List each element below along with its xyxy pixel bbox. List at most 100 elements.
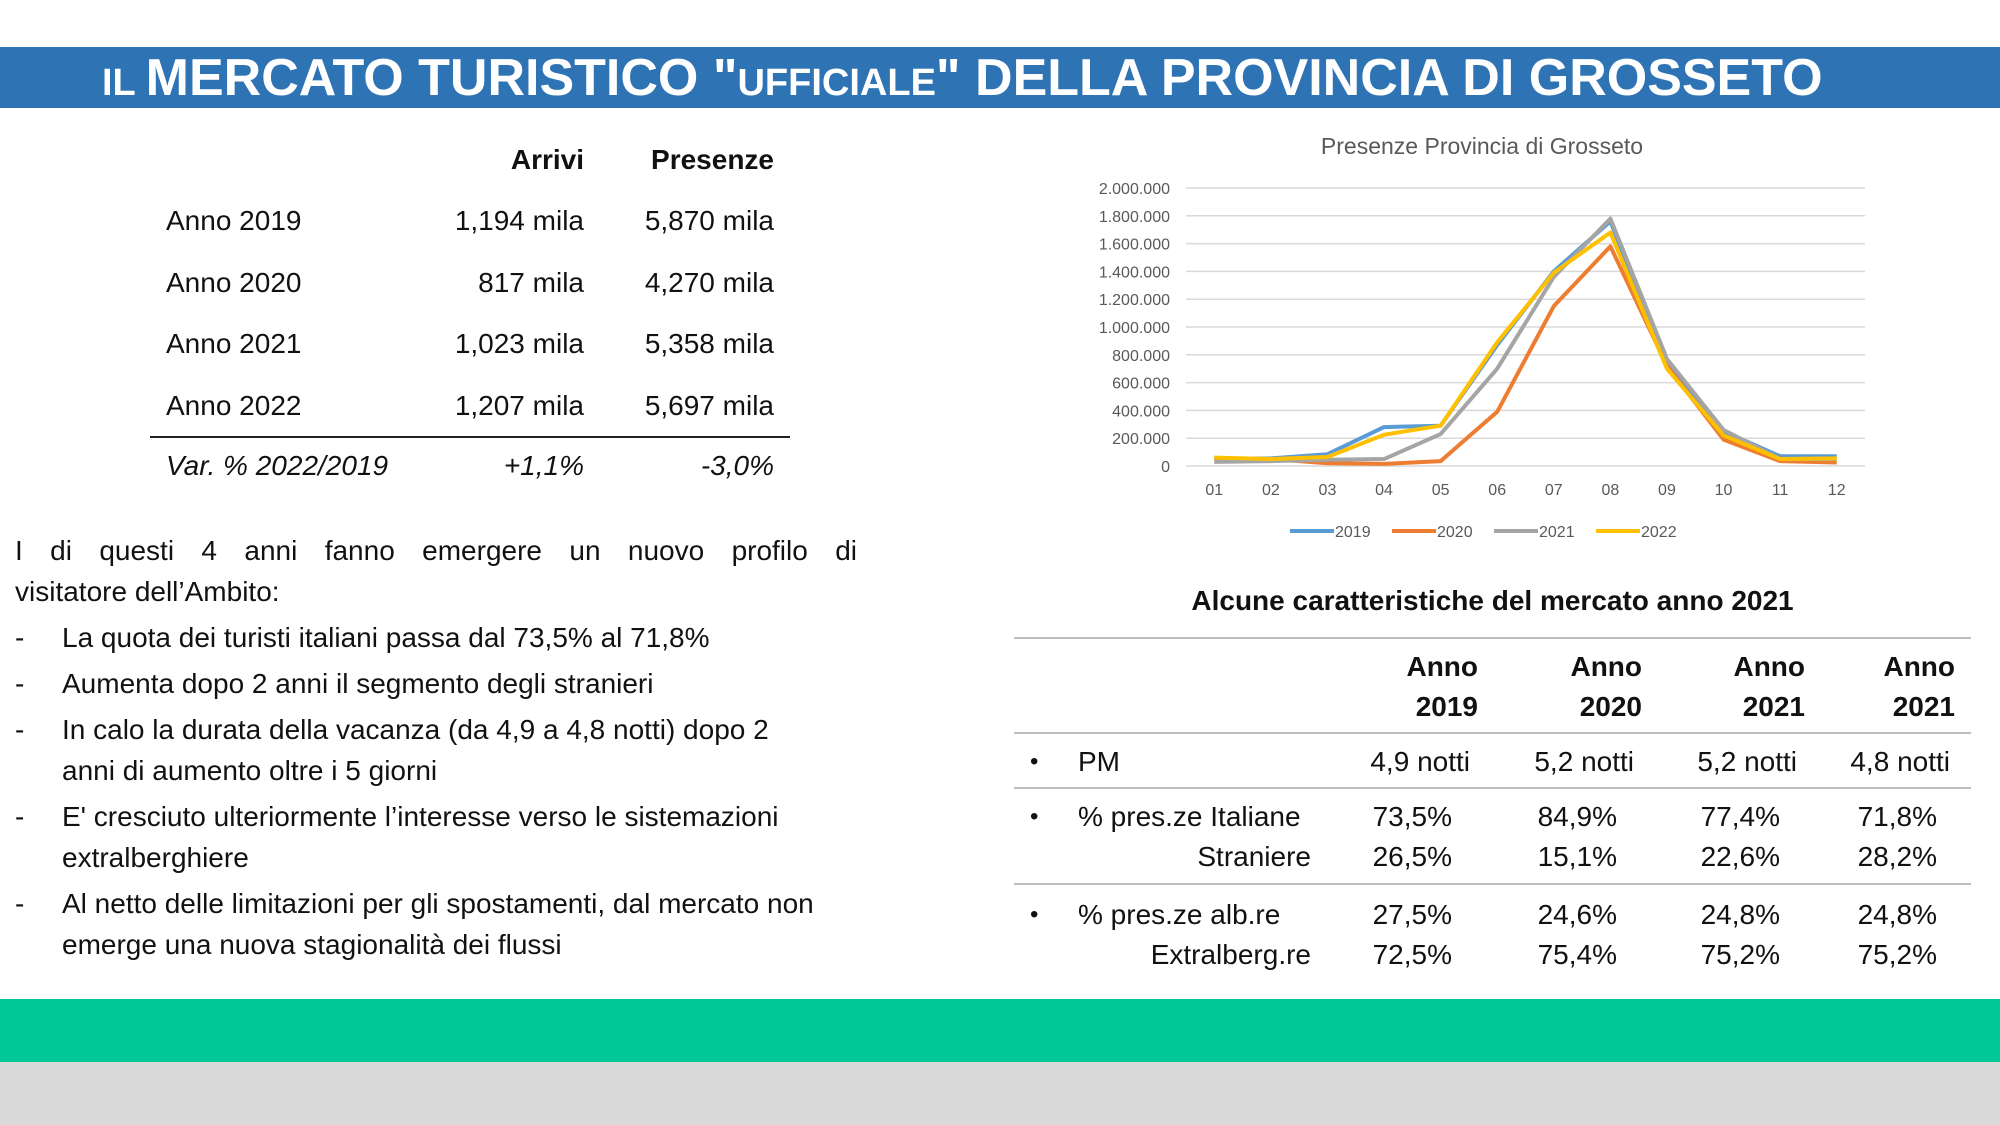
bullet: •	[1030, 748, 1039, 775]
column-header: Anno	[1883, 651, 1955, 682]
row-arrivi: 817 mila	[478, 267, 584, 298]
x-tick-label: 07	[1545, 482, 1563, 499]
bullet-text: In calo la durata della vacanza (da 4,9 …	[62, 714, 769, 786]
x-tick-label: 08	[1601, 482, 1619, 499]
row-value: 5,2 notti	[1534, 746, 1634, 777]
legend-label: 2021	[1539, 524, 1575, 541]
column-header: Anno	[1406, 651, 1478, 682]
y-tick-label: 2.000.000	[1099, 181, 1170, 198]
row-value: 15,1%	[1537, 841, 1617, 872]
row-arrivi: 1,194 mila	[454, 205, 584, 236]
dash: -	[15, 668, 25, 699]
variation-label: Var. % 2022/2019	[166, 450, 389, 481]
column-header: 2021	[1742, 691, 1805, 722]
y-tick-label: 1.800.000	[1099, 209, 1170, 226]
bullet-list: - La quota dei turisti italiani passa dal…	[15, 617, 857, 965]
divider	[150, 436, 790, 438]
x-tick-label: 12	[1828, 482, 1846, 499]
row-value: 28,2%	[1857, 841, 1937, 872]
legend-label: 2019	[1335, 524, 1371, 541]
title-pre: IL	[102, 62, 146, 104]
list-item: - La quota dei turisti italiani passa dal…	[15, 617, 857, 658]
row-arrivi: 1,023 mila	[454, 328, 584, 359]
row-value: 77,4%	[1700, 801, 1780, 832]
bullet-text: Aumenta dopo 2 anni il segmento degli st…	[62, 668, 654, 699]
row-presenze: 5,358 mila	[644, 328, 774, 359]
dash: -	[15, 801, 25, 832]
title-post: " DELLA PROVINCIA DI GROSSETO	[935, 49, 1823, 107]
row-label: Anno 2022	[166, 390, 302, 421]
row-label: PM	[1078, 746, 1120, 777]
row-value: 75,2%	[1700, 939, 1780, 970]
row-value: 75,2%	[1857, 939, 1937, 970]
column-header: 2021	[1892, 691, 1955, 722]
list-item: - In calo la durata della vacanza (da 4,9…	[15, 709, 857, 791]
presenze-line-chart: Presenze Provincia di Grosseto 0 200.000 4…	[1099, 133, 1865, 541]
column-header: Anno	[1570, 651, 1642, 682]
x-tick-label: 02	[1262, 482, 1280, 499]
footer-band	[0, 999, 2000, 1062]
y-tick-label: 600.000	[1112, 376, 1170, 393]
chart-title: Presenze Provincia di Grosseto	[1321, 133, 1643, 159]
x-tick-label: 01	[1205, 482, 1223, 499]
row-value: 5,2 notti	[1697, 746, 1797, 777]
header-presenze: Presenze	[651, 144, 774, 175]
list-item: - Al netto delle limitazioni per gli spos…	[15, 883, 857, 965]
y-tick-label: 800.000	[1112, 348, 1170, 365]
x-tick-label: 09	[1658, 482, 1676, 499]
variation-presenze: -3,0%	[700, 450, 774, 481]
row-presenze: 5,870 mila	[644, 205, 774, 236]
x-tick-label: 06	[1488, 482, 1506, 499]
row-value: 84,9%	[1537, 801, 1617, 832]
divider	[1014, 787, 1971, 789]
row-value: 24,6%	[1537, 899, 1617, 930]
y-tick-label: 1.200.000	[1099, 292, 1170, 309]
bullet: •	[1030, 803, 1039, 830]
y-tick-label: 1.600.000	[1099, 237, 1170, 254]
x-tick-label: 10	[1715, 482, 1733, 499]
row-presenze: 4,270 mila	[644, 267, 774, 298]
header-arrivi: Arrivi	[510, 144, 584, 175]
x-tick-label: 03	[1319, 482, 1337, 499]
row-value: 27,5%	[1372, 899, 1452, 930]
x-tick-label: 05	[1432, 482, 1450, 499]
y-tick-label: 0	[1161, 459, 1170, 476]
title-mid: UFFICIALE	[737, 62, 936, 104]
bullet-text: La quota dei turisti italiani passa dal …	[62, 622, 710, 653]
row-value: 73,5%	[1372, 801, 1452, 832]
row-value: 4,9 notti	[1370, 746, 1470, 777]
x-tick-label: 04	[1375, 482, 1393, 499]
intro-line: I di questi 4 anni fanno emergere un nuo…	[15, 535, 857, 566]
row-arrivi: 1,207 mila	[454, 390, 584, 421]
y-tick-label: 400.000	[1112, 403, 1170, 420]
divider	[1014, 637, 1971, 639]
column-header: Anno	[1733, 651, 1805, 682]
title-main: MERCATO TURISTICO "	[145, 49, 738, 107]
list-item: - Aumenta dopo 2 anni il segmento degli s…	[15, 663, 857, 704]
bullet: •	[1030, 901, 1039, 928]
row-value: 26,5%	[1372, 841, 1452, 872]
variation-arrivi: +1,1%	[503, 450, 584, 481]
series-line-2021	[1214, 216, 1837, 464]
row-presenze: 5,697 mila	[644, 390, 774, 421]
bullet-text: E' cresciuto ulteriormente l’interesse v…	[62, 801, 779, 873]
dash: -	[15, 714, 25, 745]
row-label: Straniere	[1197, 841, 1311, 872]
x-tick-label: 11	[1772, 482, 1789, 499]
market-table-title: Alcune caratteristiche del mercato anno …	[1191, 585, 1794, 616]
page-title: IL MERCATO TURISTICO "UFFICIALE" DELLA P…	[102, 50, 1823, 119]
series-line-2019	[1214, 219, 1837, 462]
row-label: Anno 2019	[166, 205, 302, 236]
y-tick-label: 1.000.000	[1099, 320, 1170, 337]
dash: -	[15, 888, 25, 919]
legend-label: 2022	[1641, 524, 1677, 541]
series-line-2022	[1214, 230, 1837, 462]
y-tick-label: 200.000	[1112, 431, 1170, 448]
row-value: 75,4%	[1537, 939, 1617, 970]
y-tick-label: 1.400.000	[1099, 264, 1170, 281]
column-header: 2019	[1415, 691, 1478, 722]
analysis-text: I di questi 4 anni fanno emergere un nuo…	[15, 530, 857, 965]
divider	[1014, 732, 1971, 734]
bullet-text: Al netto delle limitazioni per gli spost…	[62, 888, 814, 960]
legend-label: 2020	[1437, 524, 1473, 541]
